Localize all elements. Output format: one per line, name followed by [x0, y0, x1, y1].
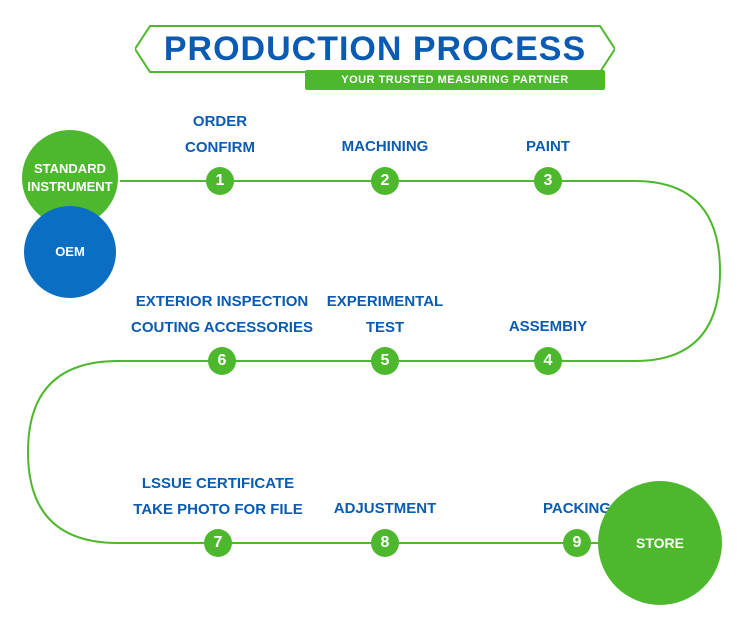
step-label-line: COUTING ACCESSORIES	[131, 315, 313, 341]
step-label-9: PACKING	[543, 496, 611, 522]
title-text: PRODUCTION PROCESS	[135, 22, 615, 76]
step-label-8: ADJUSTMENT	[334, 496, 437, 522]
step-dot-4: 4	[534, 347, 562, 375]
step-dot-8: 8	[371, 529, 399, 557]
step-label-line: MACHINING	[342, 134, 429, 160]
step-dot-6: 6	[208, 347, 236, 375]
step-dot-3: 3	[534, 167, 562, 195]
step-label-4: ASSEMBIY	[509, 314, 587, 340]
step-label-7: LSSUE CERTIFICATETAKE PHOTO FOR FILE	[133, 471, 302, 522]
step-dot-9: 9	[563, 529, 591, 557]
circle-label-line: INSTRUMENT	[27, 178, 112, 196]
step-label-line: EXPERIMENTAL	[327, 289, 443, 315]
step-label-line: TAKE PHOTO FOR FILE	[133, 497, 302, 523]
step-label-line: EXTERIOR INSPECTION	[131, 289, 313, 315]
step-label-line: LSSUE CERTIFICATE	[133, 471, 302, 497]
circle-label-line: OEM	[55, 243, 85, 261]
step-label-1: ORDERCONFIRM	[185, 109, 255, 160]
step-label-5: EXPERIMENTALTEST	[327, 289, 443, 340]
title-banner: PRODUCTION PROCESS	[135, 22, 615, 76]
step-label-line: PAINT	[526, 134, 570, 160]
store-circle: STORE	[598, 481, 722, 605]
oem-circle: OEM	[24, 206, 116, 298]
step-label-line: TEST	[327, 315, 443, 341]
step-label-6: EXTERIOR INSPECTIONCOUTING ACCESSORIES	[131, 289, 313, 340]
circle-label-line: STANDARD	[34, 160, 106, 178]
step-label-line: PACKING	[543, 496, 611, 522]
step-label-2: MACHINING	[342, 134, 429, 160]
step-dot-7: 7	[204, 529, 232, 557]
step-label-line: ASSEMBIY	[509, 314, 587, 340]
step-dot-1: 1	[206, 167, 234, 195]
store-label: STORE	[636, 535, 684, 551]
step-label-3: PAINT	[526, 134, 570, 160]
step-label-line: ORDER	[185, 109, 255, 135]
subtitle-pill: YOUR TRUSTED MEASURING PARTNER	[305, 70, 605, 90]
step-dot-2: 2	[371, 167, 399, 195]
step-label-line: CONFIRM	[185, 135, 255, 161]
step-label-line: ADJUSTMENT	[334, 496, 437, 522]
step-dot-5: 5	[371, 347, 399, 375]
